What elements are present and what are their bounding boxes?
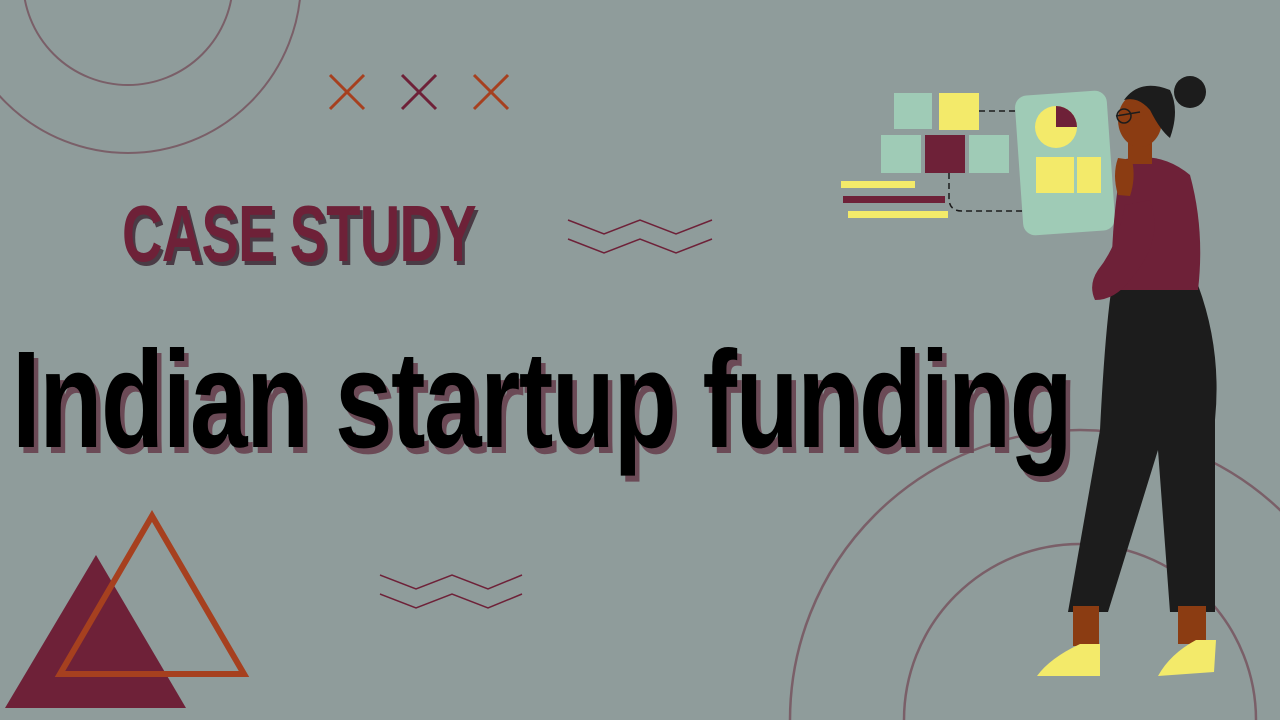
zigzag-icon (567, 219, 713, 254)
zigzag-icon (379, 574, 523, 609)
cross-icon (472, 73, 510, 111)
cross-icon (400, 73, 438, 111)
page-title: Indian startup funding (12, 323, 1073, 477)
decor-circle-large (788, 428, 1280, 720)
cross-icon (328, 73, 366, 111)
decor-circle-outer (0, 0, 301, 154)
woman-illustration (1037, 76, 1217, 676)
dashboard-illustration (841, 90, 1115, 236)
decor-circle-inner (23, 0, 233, 86)
case-study-label: CASE STUDY (122, 189, 477, 278)
triangle-icon (5, 555, 186, 708)
triangle-icon (54, 510, 250, 677)
pie-chart-icon (1035, 106, 1077, 148)
